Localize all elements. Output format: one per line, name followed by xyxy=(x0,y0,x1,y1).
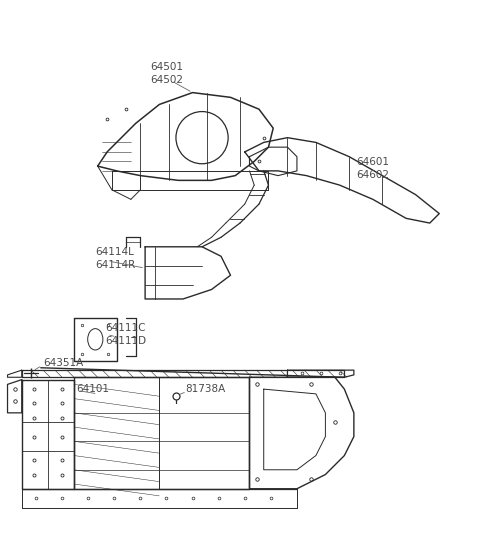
Text: 64351A: 64351A xyxy=(43,358,84,368)
Text: 64111C
64111D: 64111C 64111D xyxy=(105,323,146,346)
Text: 81738A: 81738A xyxy=(185,384,226,394)
Text: 64114L
64114R: 64114L 64114R xyxy=(96,248,135,270)
Text: 64601
64602: 64601 64602 xyxy=(356,157,389,180)
Text: 64101: 64101 xyxy=(76,384,109,394)
Text: 64501
64502: 64501 64502 xyxy=(150,62,183,85)
